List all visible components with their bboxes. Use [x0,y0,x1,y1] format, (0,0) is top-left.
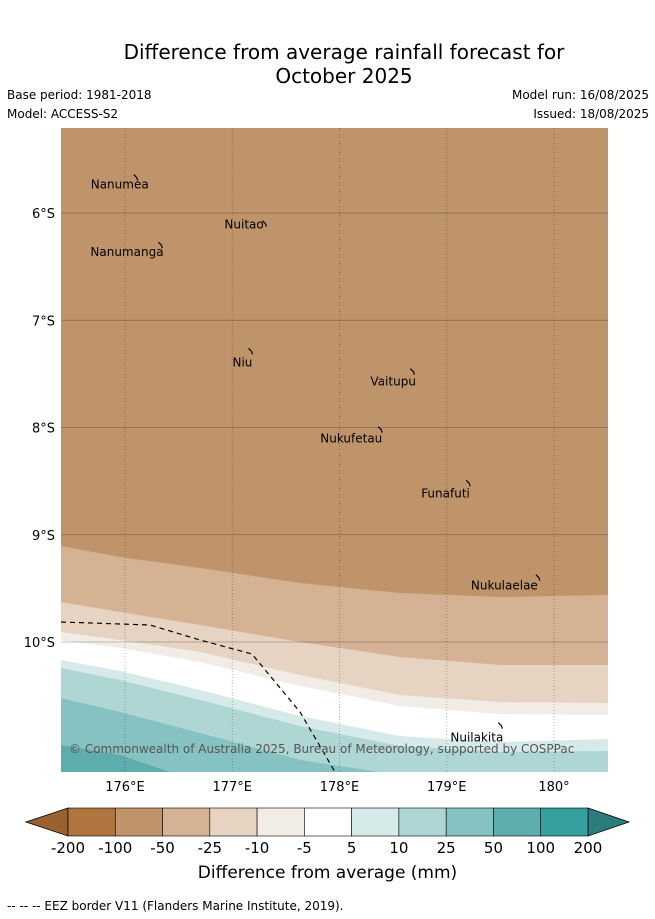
colorbar-segment [256,807,305,837]
colorbar-segment [162,807,211,837]
chart-title: Difference from average rainfall forecas… [0,40,655,88]
place-labels: Nanumea Nuitao Nanumanga Niu Vaitupu Nukufeta… [90,178,537,745]
colorbar-tick-label: 5 [347,839,357,857]
lat-tick-label: 8°S [32,422,55,437]
colorbar-title: Difference from average (mm) [197,863,458,883]
island-outline [248,347,254,355]
place-label: Nuilakita [450,731,503,745]
lon-tick-label: 179°E [427,780,467,795]
map-area: Nanumea Nuitao Nanumanga Niu Vaitupu Nukufeta… [61,128,608,772]
place-label: Nuitao [224,218,263,232]
island-outline [465,479,471,487]
colorbar-tick-label: 25 [437,839,456,857]
lat-tick-label: 9°S [32,529,55,544]
model-run: Model run: 16/08/2025 [511,88,649,102]
lat-tick-label: 10°S [24,636,55,651]
title-line-2: October 2025 [275,64,413,88]
base-period: Base period: 1981-2018 [7,88,152,102]
colorbar-tick-label: -10 [245,839,270,857]
island-outline [377,426,383,433]
lon-tick-label: 176°E [105,780,145,795]
colorbar-segment [67,807,116,837]
place-label: Funafuti [421,486,470,500]
colorbar-tick-label: 200 [574,839,603,857]
colorbar: -200 -100 -50 -25 -10 -5 5 10 25 50 100 200 [24,807,631,857]
island-outline [410,368,415,375]
colorbar-tick-label: -25 [198,839,223,857]
colorbar-segment [493,807,542,837]
place-label: Nukulaelae [471,579,538,593]
colorbar-segment [540,807,589,837]
place-label: Vaitupu [370,375,416,389]
islands [133,174,541,729]
colorbar-tick-label: -5 [297,839,312,857]
eez-footnote: -- -- -- EEZ border V11 (Flanders Marine… [7,899,344,913]
title-line-1: Difference from average rainfall forecas… [123,40,565,64]
lon-tick-label: 180° [538,780,569,795]
colorbar-segment [351,807,400,837]
rainfall-band-7 [61,698,608,772]
colorbar-segment [114,807,163,837]
place-label: Nanumanga [90,245,163,259]
place-label: Nanumea [91,178,149,192]
copyright-notice: © Commonwealth of Australia 2025, Bureau… [69,742,574,756]
lon-tick-label: 178°E [320,780,360,795]
graticule [61,128,608,772]
colorbar-segment [304,807,352,837]
colorbar-extend-low [24,807,69,837]
place-label: Nukufetau [320,432,382,446]
forecast-bands [61,128,608,772]
colorbar-tick-label: 10 [389,839,408,857]
colorbar-extend-high [587,807,631,837]
eez-border [61,621,336,772]
colorbar-segment [445,807,494,837]
colorbar-tick-label: -100 [98,839,132,857]
colorbar-segment [398,807,447,837]
model-name: Model: ACCESS-S2 [7,107,119,121]
rainfall-band-8 [61,745,608,772]
colorbar-tick-label: 100 [526,839,555,857]
lat-tick-label: 7°S [32,314,55,329]
colorbar-tick-label: -200 [51,839,85,857]
island-outline [262,220,267,227]
lon-tick-label: 177°E [212,780,252,795]
latitude-ticks: 6°S 7°S 8°S 9°S 10°S [24,207,55,651]
place-label: Niu [232,355,252,369]
colorbar-tick-label: -50 [150,839,175,857]
island-outline [157,241,163,249]
lat-tick-label: 6°S [32,207,55,222]
longitude-ticks: 176°E 177°E 178°E 179°E 180° [105,780,569,795]
island-outline [497,722,503,729]
issued-date: Issued: 18/08/2025 [533,107,649,121]
island-outline [133,174,139,181]
colorbar-tick-label: 50 [484,839,503,857]
colorbar-segment [209,807,258,837]
island-outline [535,574,541,581]
